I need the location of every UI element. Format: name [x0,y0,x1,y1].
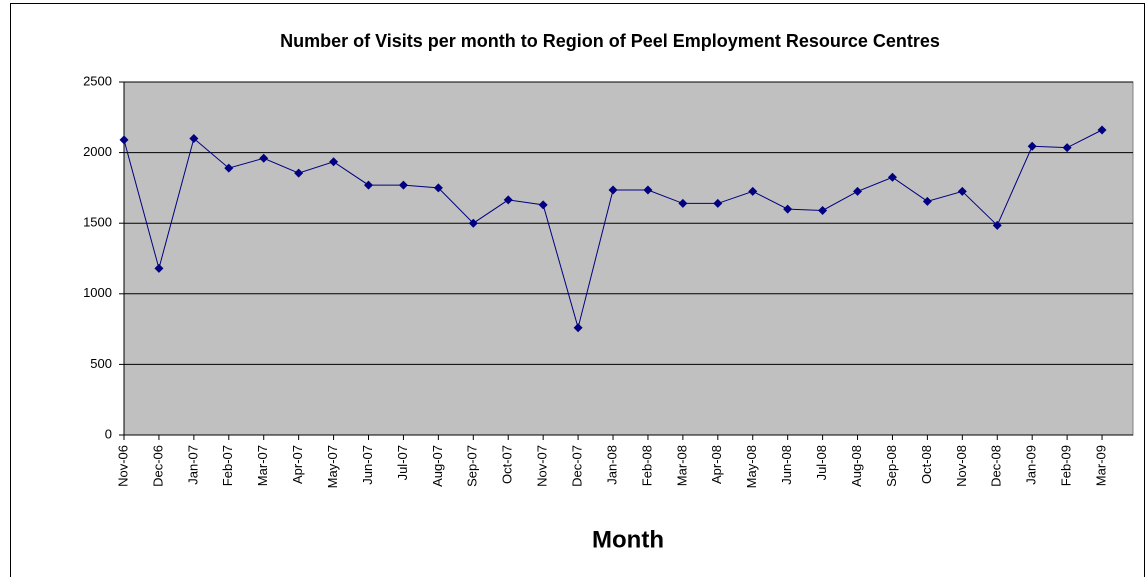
y-tick-label: 1500 [83,215,112,230]
data-point [398,180,408,190]
data-point [887,172,897,182]
data-point [154,263,164,273]
y-tick-label: 2500 [83,73,112,88]
x-tick-label: Apr-08 [709,445,724,484]
chart-title: Number of Visits per month to Region of … [280,31,940,51]
data-point [748,186,758,196]
data-point [364,180,374,190]
x-tick-label: Jun-08 [779,445,794,485]
x-tick-label: Aug-08 [849,445,864,487]
data-point [329,157,339,167]
data-point [573,323,583,333]
data-point [433,183,443,193]
data-point [503,195,513,205]
data-point [643,185,653,195]
x-tick-label: Nov-07 [535,445,550,487]
x-tick-label: Jul-07 [395,445,410,480]
data-point [783,204,793,214]
x-tick-label: Jan-07 [185,445,200,485]
x-tick-label: Jan-09 [1024,445,1039,485]
data-point [1097,125,1107,135]
y-tick-label: 2000 [83,144,112,159]
x-tick-label: Dec-07 [570,445,585,487]
x-tick-label: Mar-08 [674,445,689,486]
x-tick-label: Mar-09 [1093,445,1108,486]
x-tick-label: Apr-07 [290,445,305,484]
x-tick-label: May-08 [744,445,759,488]
x-tick-label: Oct-08 [919,445,934,484]
data-point [538,200,548,210]
data-point [189,133,199,143]
data-point [119,135,129,145]
x-tick-label: Jul-08 [814,445,829,480]
x-tick-label: Aug-07 [430,445,445,487]
data-point [608,185,618,195]
x-tick-label: Feb-07 [220,445,235,486]
data-point [678,198,688,208]
x-axis-title: Month [592,526,664,553]
data-point [1062,143,1072,153]
y-tick-label: 1000 [83,285,112,300]
x-tick-label: Nov-08 [954,445,969,487]
data-point [957,186,967,196]
data-point [294,168,304,178]
data-point [818,205,828,215]
plot-area [123,81,1134,436]
y-tick-label: 500 [90,356,112,371]
x-tick-label: Dec-06 [150,445,165,487]
x-tick-label: Oct-07 [500,445,515,484]
data-point [259,153,269,163]
x-tick-label: Sep-07 [465,445,480,487]
x-tick-label: Jan-08 [604,445,619,485]
x-tick-label: Nov-06 [115,445,130,487]
x-tick-label: Dec-08 [989,445,1004,487]
x-tick-label: May-07 [325,445,340,488]
x-tick-label: Sep-08 [884,445,899,487]
x-tick-label: Jun-07 [360,445,375,485]
data-point [713,198,723,208]
data-point [224,163,234,173]
data-point [468,218,478,228]
data-point [992,220,1002,230]
data-point [853,186,863,196]
data-point [922,196,932,206]
x-tick-label: Feb-09 [1059,445,1074,486]
y-tick-label: 0 [105,426,112,441]
x-tick-label: Feb-08 [639,445,654,486]
data-point [1027,141,1037,151]
x-tick-label: Mar-07 [255,445,270,486]
